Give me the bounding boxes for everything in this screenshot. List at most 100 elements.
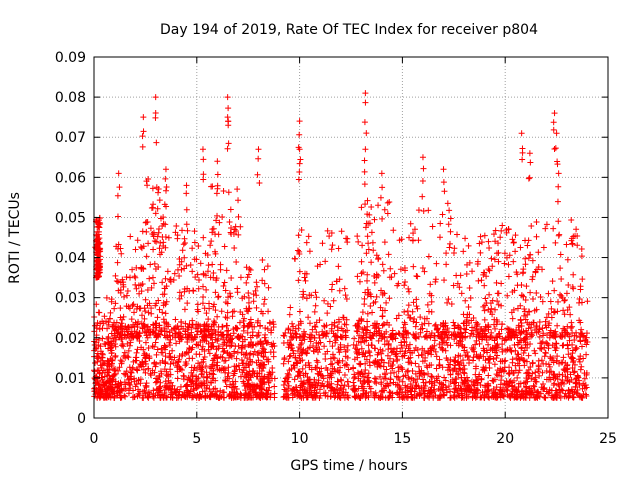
data-point [335,359,342,366]
data-point [280,360,287,367]
data-point [230,372,237,379]
data-point [145,365,152,372]
data-point [167,379,174,386]
data-point [358,345,365,352]
data-point [118,342,125,349]
data-point [485,372,492,379]
data-point [334,381,341,388]
data-point [407,380,414,387]
data-point [261,334,268,341]
data-point [225,354,232,361]
data-point [386,380,393,387]
data-point [126,364,133,371]
data-point [162,359,169,366]
data-point [147,372,154,379]
data-point [165,371,172,378]
data-point [352,345,359,352]
data-point [442,347,449,354]
data-point [173,340,180,347]
data-point [527,341,534,348]
data-point [540,381,547,388]
data-point [403,343,410,350]
data-point [398,364,405,371]
data-point [494,352,501,359]
data-point [476,340,483,347]
data-point [350,386,357,393]
data-point [509,359,516,366]
data-point [345,366,352,373]
data-point [128,369,135,376]
data-point [582,382,589,389]
data-point [116,364,123,371]
y-tick-label: 0.08 [55,90,86,106]
data-point [522,339,529,346]
data-point [163,372,170,379]
data-point [492,325,499,332]
data-point [152,363,159,370]
data-point [395,330,402,337]
data-point [309,326,316,333]
data-point [485,341,492,348]
data-point [315,349,322,356]
data-point [223,383,230,390]
data-point [436,379,443,386]
data-points [91,90,591,401]
data-point [112,343,119,350]
data-point [156,372,163,379]
data-point [491,361,498,368]
data-point [241,336,248,343]
data-point [424,393,431,400]
data-point [452,376,459,383]
data-point [369,342,376,349]
data-point [483,391,490,398]
data-point [338,388,345,395]
x-tick-label: 5 [192,431,201,447]
data-point [436,356,443,363]
data-point [233,355,240,362]
data-point [485,382,492,389]
data-point [140,366,147,373]
data-point [287,330,294,337]
data-point [393,345,400,352]
data-point [326,338,333,345]
data-point [514,351,521,358]
data-point [178,319,185,326]
data-point [285,325,292,332]
data-point [350,365,357,372]
data-point [203,369,210,376]
data-point [355,385,362,392]
data-point [581,382,588,389]
data-point [506,364,513,371]
data-point [520,349,527,356]
data-point [223,342,230,349]
data-point [251,348,258,355]
data-point [151,343,158,350]
data-point [327,361,334,368]
data-point [288,365,295,372]
data-point [397,386,404,393]
data-point [354,369,361,376]
data-point [178,367,185,374]
data-point [441,391,448,398]
data-point [445,383,452,390]
data-point [321,322,328,329]
data-point [436,341,443,348]
data-point [343,361,350,368]
data-point [271,383,278,390]
data-point [238,356,245,363]
data-point [126,342,133,349]
data-point [270,318,277,325]
data-point [286,353,293,360]
data-point [336,349,343,356]
data-point [344,342,351,349]
data-point [435,373,442,380]
data-point [359,380,366,387]
data-point [255,357,262,364]
data-point [225,327,232,334]
data-point [504,346,511,353]
data-point [121,370,128,377]
data-point [428,373,435,380]
data-point [515,380,522,387]
data-point [541,353,548,360]
data-point [161,382,168,389]
